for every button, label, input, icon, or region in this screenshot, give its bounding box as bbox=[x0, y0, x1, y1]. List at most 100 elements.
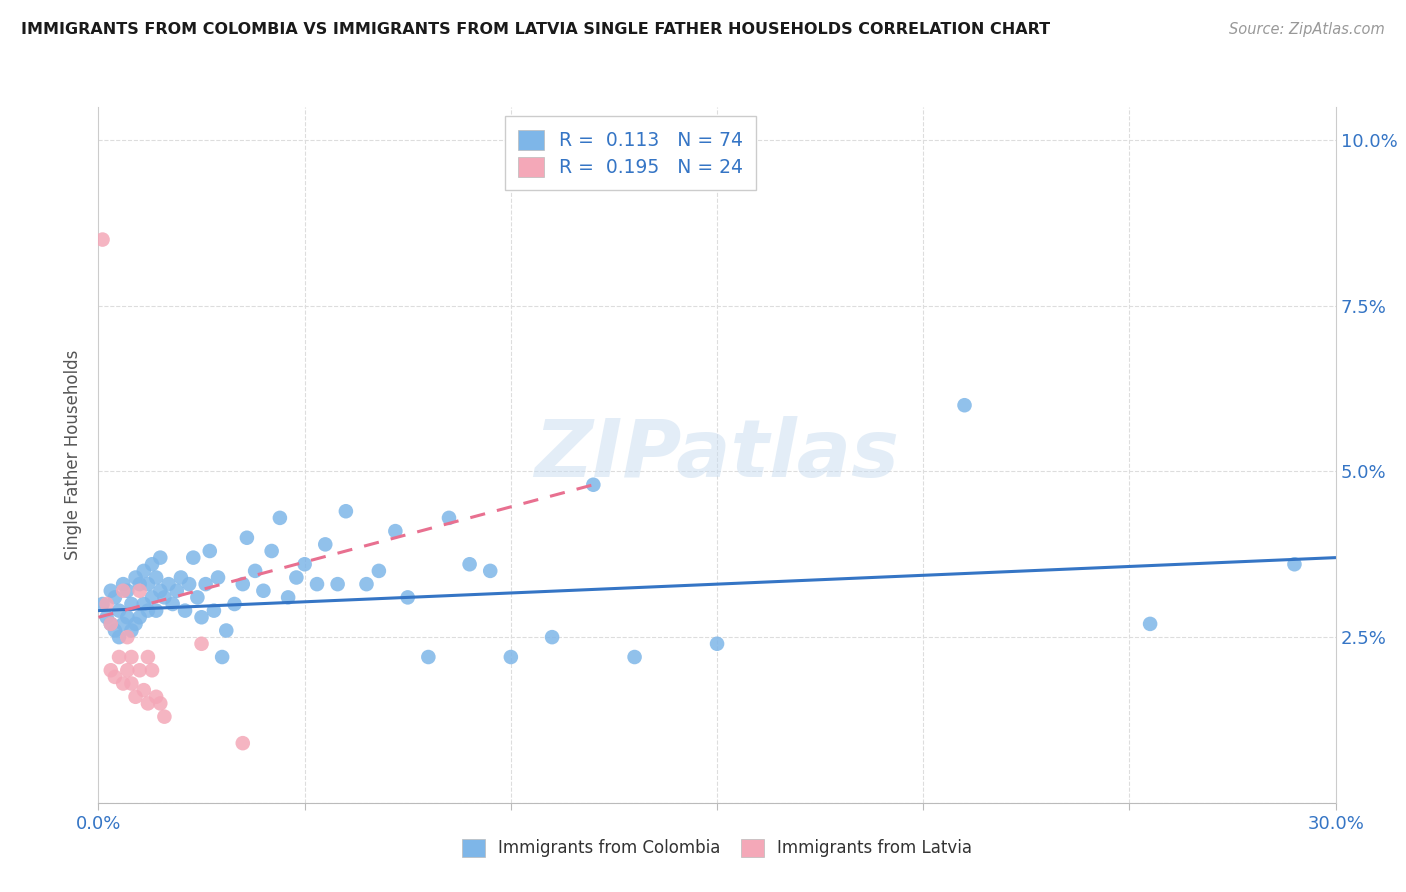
Point bbox=[128, 577, 150, 591]
Point bbox=[623, 650, 645, 665]
Point bbox=[136, 604, 159, 618]
Point bbox=[243, 564, 266, 578]
Point bbox=[305, 577, 328, 591]
Point bbox=[145, 570, 167, 584]
Point bbox=[207, 570, 229, 584]
Point bbox=[120, 650, 142, 665]
Point bbox=[124, 616, 146, 631]
Point bbox=[232, 736, 254, 750]
Point bbox=[166, 583, 188, 598]
Point bbox=[132, 564, 155, 578]
Point bbox=[104, 670, 127, 684]
Point bbox=[112, 676, 135, 690]
Point bbox=[120, 676, 142, 690]
Point bbox=[132, 683, 155, 698]
Point bbox=[202, 604, 225, 618]
Point bbox=[215, 624, 238, 638]
Point bbox=[128, 610, 150, 624]
Point bbox=[104, 624, 127, 638]
Point bbox=[277, 591, 299, 605]
Point bbox=[367, 564, 389, 578]
Point bbox=[162, 597, 184, 611]
Point bbox=[117, 663, 139, 677]
Point bbox=[96, 610, 118, 624]
Point bbox=[128, 663, 150, 677]
Point bbox=[120, 624, 142, 638]
Point bbox=[100, 616, 122, 631]
Point bbox=[260, 544, 283, 558]
Point bbox=[499, 650, 522, 665]
Point bbox=[1139, 616, 1161, 631]
Point bbox=[181, 550, 204, 565]
Point bbox=[198, 544, 221, 558]
Point bbox=[326, 577, 349, 591]
Y-axis label: Single Father Households: Single Father Households bbox=[65, 350, 83, 560]
Point bbox=[541, 630, 564, 644]
Point bbox=[100, 616, 122, 631]
Point bbox=[269, 511, 291, 525]
Point bbox=[153, 709, 176, 723]
Point bbox=[117, 610, 139, 624]
Point bbox=[149, 550, 172, 565]
Point bbox=[128, 583, 150, 598]
Point bbox=[157, 577, 180, 591]
Point bbox=[104, 591, 127, 605]
Point bbox=[136, 697, 159, 711]
Point bbox=[141, 663, 163, 677]
Point bbox=[145, 690, 167, 704]
Point bbox=[100, 583, 122, 598]
Point bbox=[706, 637, 728, 651]
Point bbox=[252, 583, 274, 598]
Point bbox=[437, 511, 460, 525]
Point bbox=[418, 650, 440, 665]
Point bbox=[186, 591, 208, 605]
Text: Source: ZipAtlas.com: Source: ZipAtlas.com bbox=[1229, 22, 1385, 37]
Point bbox=[132, 597, 155, 611]
Point bbox=[179, 577, 201, 591]
Text: IMMIGRANTS FROM COLOMBIA VS IMMIGRANTS FROM LATVIA SINGLE FATHER HOUSEHOLDS CORR: IMMIGRANTS FROM COLOMBIA VS IMMIGRANTS F… bbox=[21, 22, 1050, 37]
Point bbox=[112, 583, 135, 598]
Point bbox=[136, 650, 159, 665]
Point bbox=[232, 577, 254, 591]
Point bbox=[190, 637, 212, 651]
Point bbox=[190, 610, 212, 624]
Point bbox=[174, 604, 197, 618]
Point bbox=[356, 577, 378, 591]
Text: ZIPatlas: ZIPatlas bbox=[534, 416, 900, 494]
Point bbox=[141, 591, 163, 605]
Point bbox=[294, 558, 316, 572]
Point bbox=[396, 591, 419, 605]
Point bbox=[108, 630, 131, 644]
Point bbox=[479, 564, 502, 578]
Point bbox=[91, 233, 114, 247]
Point bbox=[145, 604, 167, 618]
Legend: Immigrants from Colombia, Immigrants from Latvia: Immigrants from Colombia, Immigrants fro… bbox=[456, 832, 979, 864]
Point bbox=[96, 597, 118, 611]
Point bbox=[224, 597, 246, 611]
Point bbox=[953, 398, 976, 412]
Point bbox=[117, 583, 139, 598]
Point bbox=[170, 570, 193, 584]
Point bbox=[112, 577, 135, 591]
Point bbox=[149, 583, 172, 598]
Point bbox=[117, 630, 139, 644]
Point bbox=[149, 697, 172, 711]
Point bbox=[335, 504, 357, 518]
Point bbox=[314, 537, 336, 551]
Point bbox=[91, 597, 114, 611]
Point bbox=[458, 558, 481, 572]
Point bbox=[285, 570, 308, 584]
Point bbox=[384, 524, 406, 538]
Point bbox=[108, 604, 131, 618]
Point bbox=[582, 477, 605, 491]
Point bbox=[141, 558, 163, 572]
Point bbox=[120, 597, 142, 611]
Point bbox=[211, 650, 233, 665]
Point bbox=[153, 591, 176, 605]
Point bbox=[100, 663, 122, 677]
Point bbox=[124, 690, 146, 704]
Point bbox=[1284, 558, 1306, 572]
Point bbox=[108, 650, 131, 665]
Point bbox=[236, 531, 259, 545]
Point bbox=[124, 570, 146, 584]
